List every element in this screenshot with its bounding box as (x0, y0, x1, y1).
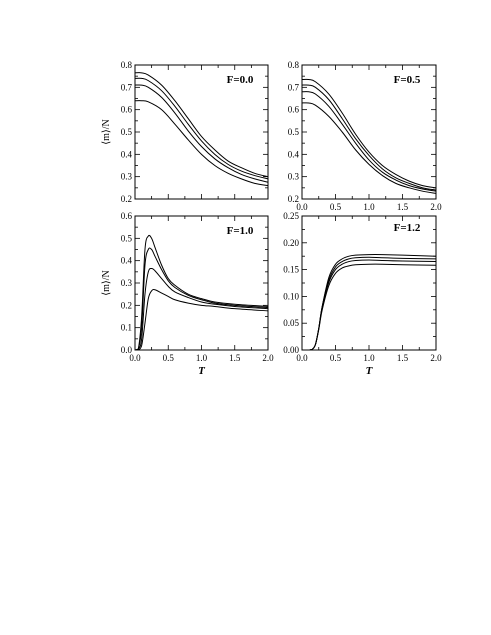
y-tick-label: 0.3 (121, 172, 133, 182)
y-tick-label: 0.6 (121, 105, 133, 115)
series-line-3 (301, 91, 437, 192)
y-axis-label: ⟨m⟩/N (101, 119, 112, 145)
y-tick-label: 0.7 (288, 82, 300, 92)
x-tick-label: 0.5 (163, 353, 175, 363)
panel-1: 0.2 0.3 0.4 0.5 0.6 0.7 0.8 F=0.0 ⟨m⟩/N (101, 60, 269, 204)
x-tick-label: 1.5 (229, 353, 241, 363)
y-tick-label: 0.2 (121, 300, 132, 310)
y-tick-label: 0.15 (283, 265, 299, 275)
x-tick-label: 2.0 (430, 353, 442, 363)
y-tick-label: 0.8 (121, 60, 133, 70)
y-tick-label: 0.7 (121, 82, 133, 92)
y-tick-label: 0.20 (283, 238, 299, 248)
x-tick-label: 0.0 (129, 353, 141, 363)
series-line-2 (302, 256, 437, 351)
y-tick-label: 0.2 (121, 194, 132, 204)
x-axis-label: T (366, 365, 374, 377)
x-tick-label: 0.5 (330, 202, 342, 212)
y-tick-label: 0.05 (283, 318, 299, 328)
series-line-1 (134, 72, 269, 178)
series-line-3 (134, 267, 269, 351)
y-tick-label: 0.10 (283, 291, 299, 301)
series-line-2 (301, 84, 437, 191)
x-tick-label: 1.5 (397, 353, 409, 363)
y-tick-label: 0.4 (121, 256, 133, 266)
series-line-4 (302, 263, 437, 351)
y-tick-label: 0.6 (288, 105, 300, 115)
x-tick-label: 0.0 (296, 202, 308, 212)
series-line-2 (134, 77, 269, 180)
panel-4: 0.0 0.5 1.0 1.5 2.0 0.00 0.05 0.10 0.15 0.20 0.25 F… (283, 211, 442, 377)
y-tick-label: 0.3 (288, 172, 300, 182)
y-tick-label: 0.4 (121, 149, 133, 159)
panel-title: F=0.5 (394, 74, 421, 86)
panel-title: F=1.2 (394, 222, 421, 234)
series-line-2 (134, 247, 269, 351)
y-tick-label: 0.8 (288, 60, 300, 70)
y-tick-label: 0.4 (288, 149, 300, 159)
y-tick-label: 0.25 (283, 211, 299, 221)
series-line-1 (134, 234, 269, 351)
x-tick-label: 1.0 (196, 353, 208, 363)
y-axis-label: ⟨m⟩/N (101, 270, 112, 296)
y-tick-label: 0.1 (121, 323, 132, 333)
x-tick-label: 0.5 (330, 353, 342, 363)
panel-3: 0.0 0.5 1.0 1.5 2.0 0.0 0.1 0.2 0.3 0.4 0.5 0.6 F=1.… (101, 211, 274, 377)
y-tick-label: 0.5 (121, 233, 133, 243)
y-tick-label: 0.00 (283, 345, 299, 355)
y-tick-label: 0.6 (121, 211, 133, 221)
series-line-1 (301, 78, 437, 189)
series-line-4 (134, 100, 269, 187)
x-tick-label: 1.0 (363, 202, 375, 212)
y-tick-label: 0.5 (121, 127, 133, 137)
y-tick-label: 0.5 (288, 127, 300, 137)
x-tick-label: 1.0 (363, 353, 375, 363)
series-line-1 (302, 254, 437, 351)
panel-title: F=1.0 (227, 225, 254, 237)
x-tick-label: 0.0 (296, 353, 308, 363)
panel-title: F=0.0 (227, 74, 254, 86)
x-tick-label: 2.0 (430, 202, 442, 212)
x-tick-label: 2.0 (262, 353, 274, 363)
series-line-4 (301, 102, 437, 194)
x-tick-label: 1.5 (397, 202, 409, 212)
plot-frame (301, 215, 437, 351)
y-tick-label: 0.3 (121, 278, 133, 288)
x-axis-label: T (198, 365, 206, 377)
panel-2: 0.0 0.5 1.0 1.5 2.0 0.2 0.3 0.4 0.5 0.6 0.7 0.8 F=0.… (288, 60, 442, 212)
series-line-3 (134, 84, 269, 183)
y-tick-label: 0.2 (288, 194, 299, 204)
y-tick-label: 0.0 (121, 345, 133, 355)
series-line-4 (134, 288, 269, 351)
